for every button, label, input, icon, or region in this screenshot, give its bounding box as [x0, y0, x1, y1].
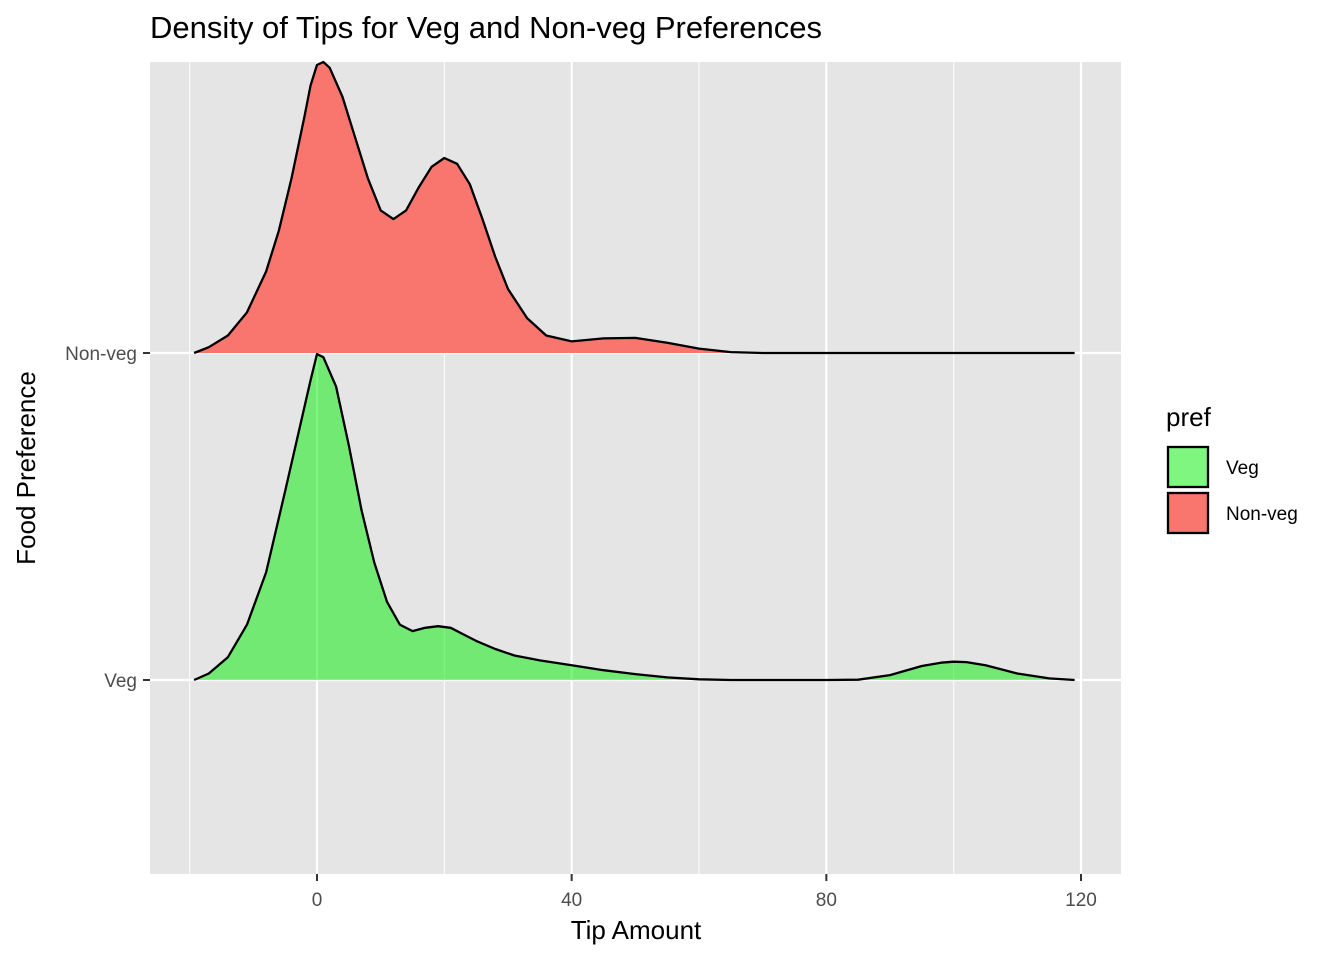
legend-label: Non-veg — [1226, 504, 1298, 525]
ridge-line-non-veg — [193, 60, 1075, 355]
legend-title: pref — [1166, 402, 1212, 432]
legend-swatch-veg — [1166, 445, 1210, 489]
ridge-area-veg — [194, 354, 1075, 680]
y-tick-label: Veg — [104, 671, 137, 692]
x-tick-label: 0 — [312, 890, 323, 911]
legend-swatch-non-veg — [1166, 491, 1210, 535]
density-ridges — [193, 60, 1075, 682]
y-axis: Veg Non-veg — [65, 344, 150, 692]
y-tick-label: Non-veg — [65, 344, 137, 365]
ridge-area-non-veg — [194, 62, 1075, 353]
legend: pref Veg Non-veg — [1166, 402, 1298, 535]
x-axis: 0 40 80 120 — [312, 874, 1097, 911]
x-axis-title: Tip Amount — [571, 915, 702, 945]
x-tick-label: 80 — [816, 890, 837, 911]
y-axis-title: Food Preference — [11, 371, 41, 565]
ridge-line-veg — [193, 352, 1075, 682]
legend-label: Veg — [1226, 458, 1259, 479]
x-tick-label: 120 — [1065, 890, 1097, 911]
chart-title: Density of Tips for Veg and Non-veg Pref… — [150, 10, 822, 45]
x-tick-label: 40 — [561, 890, 582, 911]
